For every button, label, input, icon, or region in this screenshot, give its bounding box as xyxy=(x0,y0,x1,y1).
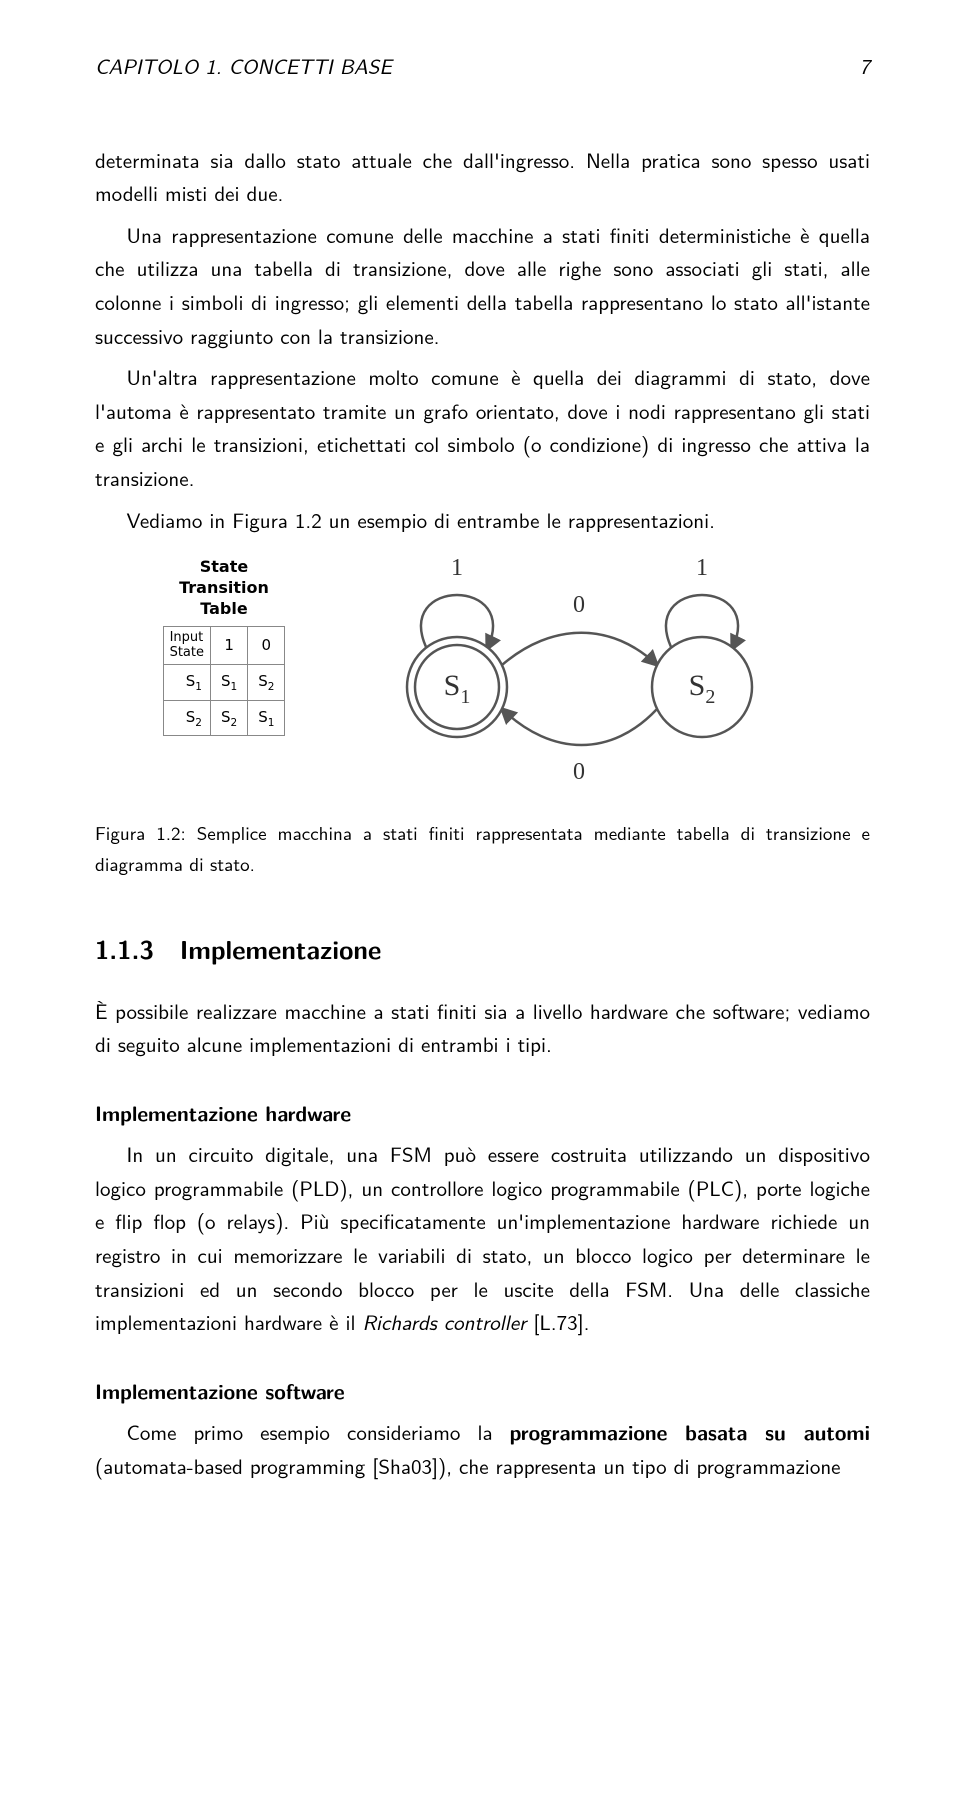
page-number: 7 xyxy=(860,50,871,84)
figure-caption: Figura 1.2: Semplice macchina a stati fi… xyxy=(95,817,870,878)
paragraph-hw: In un circuito digitale, una FSM può ess… xyxy=(95,1138,870,1340)
richards-controller-term: Richards controller xyxy=(362,1307,526,1337)
edge-label: 0 xyxy=(573,759,585,785)
stt-row-head: S1 xyxy=(163,664,210,700)
table-row: S2 S2 S1 xyxy=(163,700,285,736)
stt-table: Input State 1 0 S1 S1 S2 S2 xyxy=(163,626,286,737)
running-header: CAPITOLO 1. CONCETTI BASE 7 xyxy=(95,50,870,84)
stt-col-head: 1 xyxy=(210,626,247,664)
stt-cell: S1 xyxy=(210,664,247,700)
state-diagram-svg: S1 S2 1 1 0 0 xyxy=(322,557,802,787)
paragraph-4: Vediamo in Figura 1.2 un esempio di entr… xyxy=(95,504,870,538)
edge-s1-s2 xyxy=(502,633,657,665)
edge-label: 1 xyxy=(696,557,708,581)
edge-s2-s1 xyxy=(502,709,657,745)
stt-corner: Input State xyxy=(163,626,210,664)
section-heading-1-1-3: 1.1.3 Implementazione xyxy=(95,928,870,970)
paragraph-sw: Come primo esempio consideriamo la progr… xyxy=(95,1416,870,1483)
subheading-software: Implementazione software xyxy=(95,1375,870,1409)
stt-title: State Transition Table xyxy=(163,557,286,619)
automata-programming-term: programmazione basata su automi xyxy=(510,1417,870,1447)
edge-label: 0 xyxy=(573,592,585,618)
figure-1-2: State Transition Table Input State 1 0 S… xyxy=(95,557,870,787)
subheading-hardware: Implementazione hardware xyxy=(95,1097,870,1131)
paragraph-5: È possibile realizzare macchine a stati … xyxy=(95,995,870,1062)
stt-cell: S2 xyxy=(210,700,247,736)
table-row: S1 S1 S2 xyxy=(163,664,285,700)
state-diagram-wrap: S1 S2 1 1 0 0 xyxy=(322,557,802,787)
state-transition-table: State Transition Table Input State 1 0 S… xyxy=(163,557,286,736)
stt-cell: S1 xyxy=(248,700,285,736)
paragraph-1: determinata sia dallo stato attuale che … xyxy=(95,144,870,211)
paragraph-2: Una rappresentazione comune delle macchi… xyxy=(95,219,870,353)
stt-cell: S2 xyxy=(248,664,285,700)
stt-col-head: 0 xyxy=(248,626,285,664)
paragraph-3: Un'altra rappresentazione molto comune è… xyxy=(95,361,870,495)
chapter-label: CAPITOLO 1. CONCETTI BASE xyxy=(95,50,392,84)
edge-label: 1 xyxy=(451,557,463,581)
stt-row-head: S2 xyxy=(163,700,210,736)
